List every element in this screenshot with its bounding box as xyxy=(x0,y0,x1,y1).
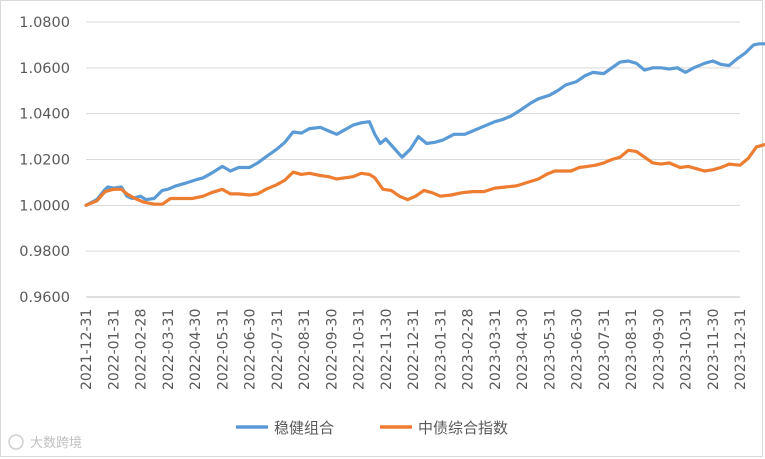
x-tick-label: 2022-03-31 xyxy=(161,309,177,390)
x-tick-label: 2023-09-30 xyxy=(651,309,667,390)
x-tick-label: 2022-02-28 xyxy=(134,309,150,390)
x-tick-label: 2023-06-30 xyxy=(570,309,586,390)
y-tick-label: 0.9600 xyxy=(19,290,70,306)
x-tick-label: 2023-07-31 xyxy=(597,309,613,390)
x-tick-label: 2022-01-31 xyxy=(106,309,122,390)
x-tick-label: 2021-12-31 xyxy=(79,309,95,390)
x-tick-label: 2023-05-31 xyxy=(542,309,558,390)
x-tick-label: 2022-04-30 xyxy=(188,309,204,390)
x-tick-label: 2022-08-31 xyxy=(297,309,313,390)
watermark-logo-icon xyxy=(8,434,24,450)
x-tick-label: 2023-08-31 xyxy=(624,309,640,390)
x-tick-label: 2022-11-30 xyxy=(379,309,395,390)
legend-label: 稳健组合 xyxy=(274,419,334,437)
series-line-1 xyxy=(84,42,765,207)
x-tick-label: 2023-10-31 xyxy=(679,309,695,390)
x-tick-label: 2023-02-28 xyxy=(461,309,477,390)
x-tick-label: 2023-04-30 xyxy=(515,309,531,390)
y-tick-label: 1.0600 xyxy=(19,61,70,77)
x-tick-label: 2022-10-31 xyxy=(352,309,368,390)
watermark-text: 大数跨境 xyxy=(30,436,82,451)
x-tick-label: 2022-07-31 xyxy=(270,309,286,390)
y-tick-label: 0.9800 xyxy=(19,244,70,260)
x-tick-label: 2023-03-31 xyxy=(488,309,504,390)
y-tick-label: 1.0800 xyxy=(19,15,70,31)
x-tick-label: 2022-09-30 xyxy=(324,309,340,390)
y-tick-label: 1.0400 xyxy=(19,107,70,123)
x-tick-label: 2022-06-30 xyxy=(243,309,259,390)
x-tick-label: 2023-12-31 xyxy=(733,309,749,390)
series-line-2 xyxy=(84,143,765,207)
x-tick-label: 2022-05-31 xyxy=(215,309,231,390)
y-tick-label: 1.0200 xyxy=(19,153,70,169)
x-tick-label: 2023-11-30 xyxy=(706,309,722,390)
legend-label: 中债综合指数 xyxy=(418,419,508,437)
x-tick-label: 2022-12-31 xyxy=(406,309,422,390)
x-tick-label: 2023-01-31 xyxy=(433,309,449,390)
y-tick-label: 1.0000 xyxy=(19,198,70,214)
